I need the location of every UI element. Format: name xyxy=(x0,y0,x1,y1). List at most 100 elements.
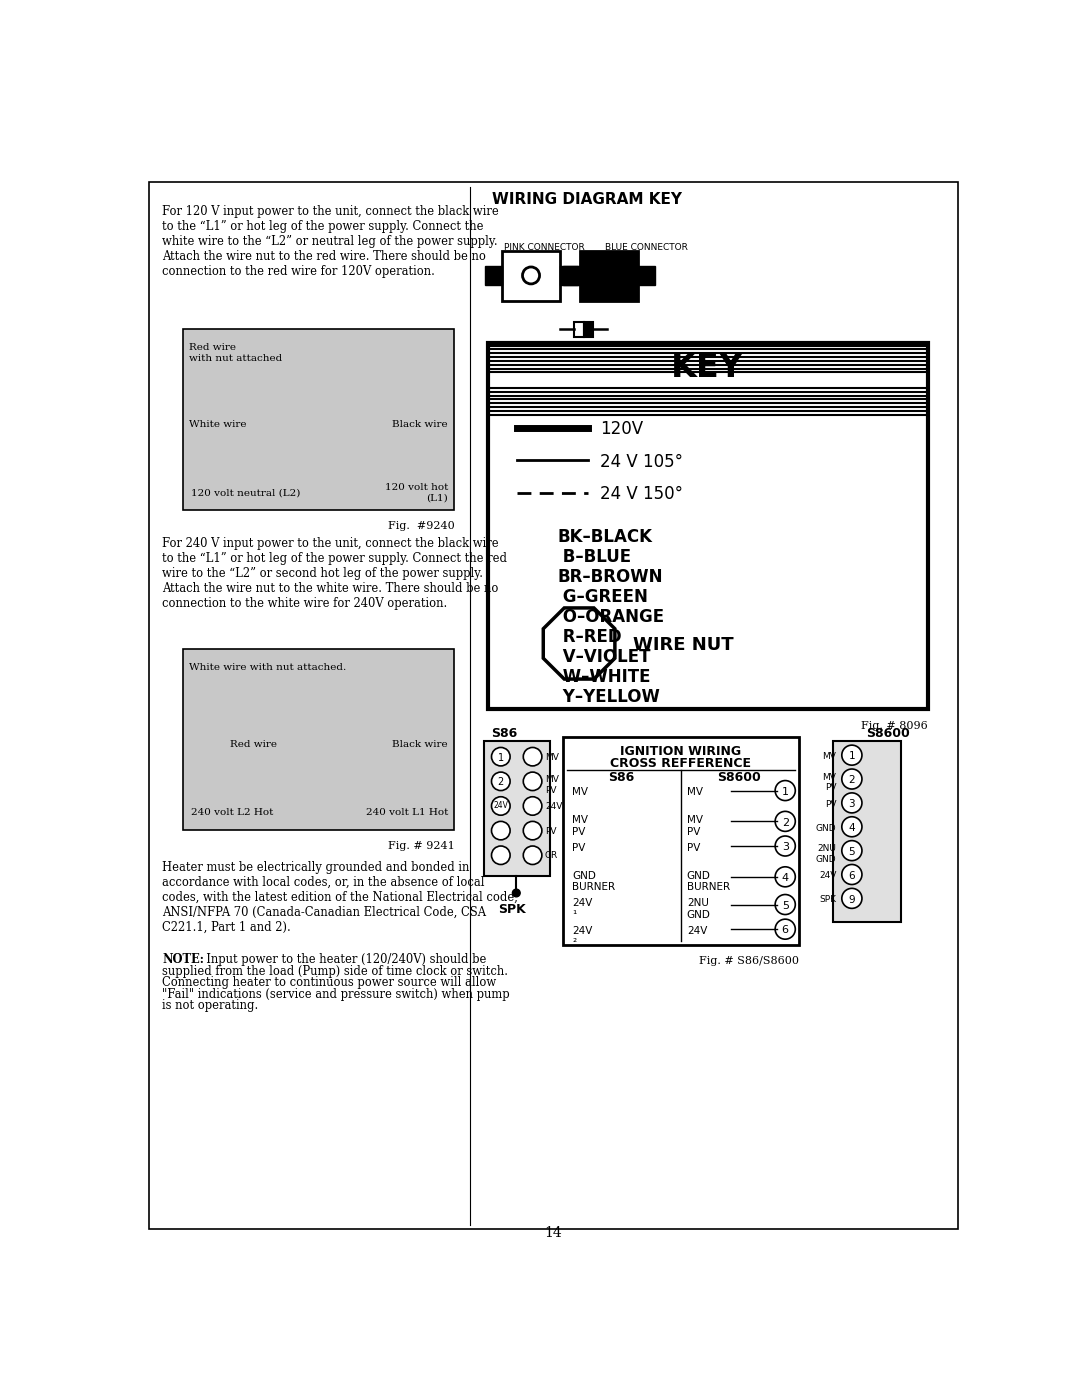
Text: Black wire: Black wire xyxy=(392,740,448,749)
Text: is not operating.: is not operating. xyxy=(162,999,258,1013)
Circle shape xyxy=(775,894,795,915)
Text: MV: MV xyxy=(545,753,558,761)
Text: SPK: SPK xyxy=(499,902,526,916)
Circle shape xyxy=(841,768,862,789)
Circle shape xyxy=(841,817,862,837)
Text: BLUE CONNECTOR: BLUE CONNECTOR xyxy=(605,243,688,251)
Text: 24V: 24V xyxy=(545,802,563,812)
Text: Heater must be electrically grounded and bonded in
accordance with local codes, : Heater must be electrically grounded and… xyxy=(162,861,518,933)
Text: S8600: S8600 xyxy=(866,728,910,740)
Text: White wire with nut attached.: White wire with nut attached. xyxy=(189,662,347,672)
Text: Fig. # 9241: Fig. # 9241 xyxy=(388,841,455,851)
Text: Input power to the heater (120/240V) should be: Input power to the heater (120/240V) sho… xyxy=(200,953,487,967)
Text: 9: 9 xyxy=(849,894,855,904)
Text: Red wire: Red wire xyxy=(230,740,276,749)
Text: GND
BURNER: GND BURNER xyxy=(687,870,730,893)
Text: PINK CONNECTOR: PINK CONNECTOR xyxy=(504,243,584,251)
Text: 6: 6 xyxy=(782,925,788,936)
Circle shape xyxy=(524,773,542,791)
Bar xyxy=(580,251,638,300)
Text: 1: 1 xyxy=(782,787,788,796)
Text: 24V: 24V xyxy=(687,926,707,936)
Text: 3: 3 xyxy=(782,842,788,852)
Text: WIRING DIAGRAM KEY: WIRING DIAGRAM KEY xyxy=(491,193,681,207)
Circle shape xyxy=(524,847,542,865)
Circle shape xyxy=(775,812,795,831)
Text: G–GREEN: G–GREEN xyxy=(557,588,648,606)
Text: White wire: White wire xyxy=(189,420,246,429)
Text: 240 volt L1 Hot: 240 volt L1 Hot xyxy=(366,809,448,817)
Text: Black wire: Black wire xyxy=(392,420,448,429)
Text: For 120 V input power to the unit, connect the black wire
to the “L1” or hot leg: For 120 V input power to the unit, conne… xyxy=(162,204,499,278)
Polygon shape xyxy=(543,608,615,679)
Text: PV: PV xyxy=(687,842,700,854)
Circle shape xyxy=(512,888,521,897)
Text: 24V: 24V xyxy=(819,872,836,880)
Text: S8600: S8600 xyxy=(717,771,761,784)
Bar xyxy=(563,738,799,946)
Text: BK–BLACK: BK–BLACK xyxy=(557,528,652,546)
Circle shape xyxy=(524,796,542,816)
Circle shape xyxy=(775,781,795,800)
Text: Red wire
with nut attached: Red wire with nut attached xyxy=(189,344,283,363)
Circle shape xyxy=(491,747,510,766)
Text: 2NU
GND: 2NU GND xyxy=(815,844,836,863)
Bar xyxy=(488,344,928,708)
Bar xyxy=(484,742,550,876)
Text: S86: S86 xyxy=(608,771,635,784)
Text: 24 V 105°: 24 V 105° xyxy=(600,453,683,471)
Text: CROSS REFFERENCE: CROSS REFFERENCE xyxy=(610,757,751,770)
Bar xyxy=(583,321,593,337)
Circle shape xyxy=(523,267,540,284)
Text: SPK: SPK xyxy=(820,895,836,904)
Text: BR–BROWN: BR–BROWN xyxy=(557,569,663,585)
Circle shape xyxy=(775,919,795,939)
Text: NOTE:: NOTE: xyxy=(162,953,204,967)
Bar xyxy=(563,267,580,285)
Text: MV
PV: MV PV xyxy=(687,816,703,837)
Text: 2: 2 xyxy=(498,778,504,788)
Text: O–ORANGE: O–ORANGE xyxy=(557,608,664,626)
Text: Fig. # S86/S8600: Fig. # S86/S8600 xyxy=(699,956,799,967)
Text: MV: MV xyxy=(687,788,703,798)
Text: 24V: 24V xyxy=(494,800,509,810)
Bar xyxy=(183,330,455,510)
Text: KEY: KEY xyxy=(672,351,744,384)
Text: 24 V 150°: 24 V 150° xyxy=(600,485,683,503)
Text: V–VIOLET: V–VIOLET xyxy=(557,648,651,666)
Text: 2: 2 xyxy=(782,817,788,827)
Text: Connecting heater to continuous power source will allow: Connecting heater to continuous power so… xyxy=(162,977,497,989)
Text: 240 volt L2 Hot: 240 volt L2 Hot xyxy=(191,809,273,817)
Text: 120V: 120V xyxy=(600,420,643,439)
Circle shape xyxy=(841,865,862,884)
Text: 5: 5 xyxy=(782,901,788,911)
Text: WIRE NUT: WIRE NUT xyxy=(633,636,734,654)
Circle shape xyxy=(841,793,862,813)
Circle shape xyxy=(841,841,862,861)
Circle shape xyxy=(491,773,510,791)
Text: For 240 V input power to the unit, connect the black wire
to the “L1” or hot leg: For 240 V input power to the unit, conne… xyxy=(162,538,508,610)
Text: "Fail" indications (service and pressure switch) when pump: "Fail" indications (service and pressure… xyxy=(162,988,510,1000)
Text: Y–YELLOW: Y–YELLOW xyxy=(557,689,660,705)
Text: PV: PV xyxy=(825,800,836,809)
Circle shape xyxy=(524,821,542,840)
Text: supplied from the load (Pump) side of time clock or switch.: supplied from the load (Pump) side of ti… xyxy=(162,964,508,978)
Text: 4: 4 xyxy=(849,823,855,833)
Text: S86: S86 xyxy=(491,728,517,740)
Circle shape xyxy=(841,888,862,908)
Circle shape xyxy=(491,796,510,816)
Text: MV: MV xyxy=(572,788,589,798)
Text: PV: PV xyxy=(572,842,585,854)
Text: 14: 14 xyxy=(544,1227,563,1241)
Text: MV
PV: MV PV xyxy=(572,816,589,837)
Text: MV: MV xyxy=(823,752,836,761)
Text: 24V
²: 24V ² xyxy=(572,926,593,947)
Text: 2NU
GND: 2NU GND xyxy=(687,898,711,921)
Text: PV: PV xyxy=(545,827,556,835)
Text: R–RED: R–RED xyxy=(557,629,622,645)
Text: MV
PV: MV PV xyxy=(545,775,558,795)
Circle shape xyxy=(491,847,510,865)
Bar xyxy=(638,267,656,285)
Text: 24V
¹: 24V ¹ xyxy=(572,898,593,921)
Text: 120 volt neutral (L2): 120 volt neutral (L2) xyxy=(191,489,300,497)
